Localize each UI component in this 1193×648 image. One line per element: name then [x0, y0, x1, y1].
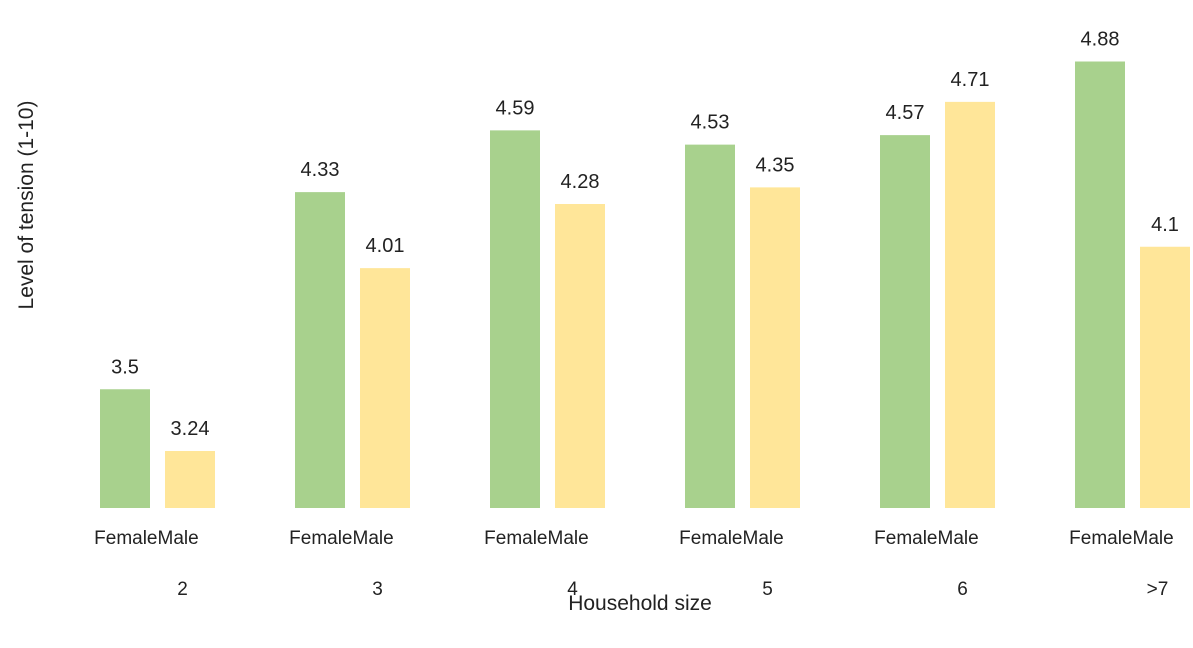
category-labels-layer: 2 3 4 5 6 >7: [177, 579, 1168, 600]
bar-male-2: [555, 204, 605, 508]
category-label-0: 2: [177, 579, 188, 600]
data-label-female-5: 4.88: [1081, 29, 1120, 51]
category-label-4: 6: [957, 579, 968, 600]
bar-female-5: [1075, 61, 1125, 508]
data-label-male-3: 4.35: [756, 154, 795, 176]
series-labels-layer: Female Male Female Male Female Male Female Male…: [94, 528, 1174, 549]
series-label-male-1: Male: [353, 528, 394, 549]
series-label-female-0: Female: [94, 528, 157, 549]
data-label-female-3: 4.53: [691, 112, 730, 134]
data-label-male-1: 4.01: [366, 235, 405, 257]
data-label-male-2: 4.28: [561, 171, 600, 193]
bar-female-3: [685, 144, 735, 508]
y-axis-label: Level of tension (1-10): [15, 101, 38, 310]
series-label-male-3: Male: [743, 528, 784, 549]
category-label-2: 4: [567, 579, 578, 600]
bar-female-4: [880, 135, 930, 508]
data-label-male-0: 3.24: [171, 418, 210, 440]
series-label-male-5: Male: [1133, 528, 1174, 549]
data-label-female-2: 4.59: [496, 97, 535, 119]
bar-male-5: [1140, 246, 1190, 508]
category-label-5: >7: [1147, 579, 1169, 600]
bar-male-1: [360, 268, 410, 508]
data-label-male-5: 4.1: [1151, 214, 1179, 236]
data-label-male-4: 4.71: [951, 69, 990, 91]
series-label-female-1: Female: [289, 528, 352, 549]
data-labels-layer: 3.5 3.24 4.33 4.01 4.59 4.28 4.53 4.35 4.57 4.71 4…: [111, 29, 1179, 441]
series-label-female-5: Female: [1069, 528, 1132, 549]
bar-female-2: [490, 130, 540, 508]
series-label-male-2: Male: [548, 528, 589, 549]
bar-male-4: [945, 101, 995, 508]
bar-male-0: [165, 451, 215, 508]
x-axis-label: Household size: [568, 592, 712, 615]
series-label-male-0: Male: [158, 528, 199, 549]
series-label-male-4: Male: [938, 528, 979, 549]
data-label-female-0: 3.5: [111, 356, 139, 378]
series-label-female-2: Female: [484, 528, 547, 549]
bar-female-1: [295, 192, 345, 508]
bar-male-3: [750, 187, 800, 508]
bar-female-0: [100, 389, 150, 508]
category-label-1: 3: [372, 579, 383, 600]
data-label-female-4: 4.57: [886, 102, 925, 124]
data-label-female-1: 4.33: [301, 159, 340, 181]
series-label-female-4: Female: [874, 528, 937, 549]
bars-layer: [100, 61, 1190, 508]
category-label-3: 5: [762, 579, 773, 600]
series-label-female-3: Female: [679, 528, 742, 549]
